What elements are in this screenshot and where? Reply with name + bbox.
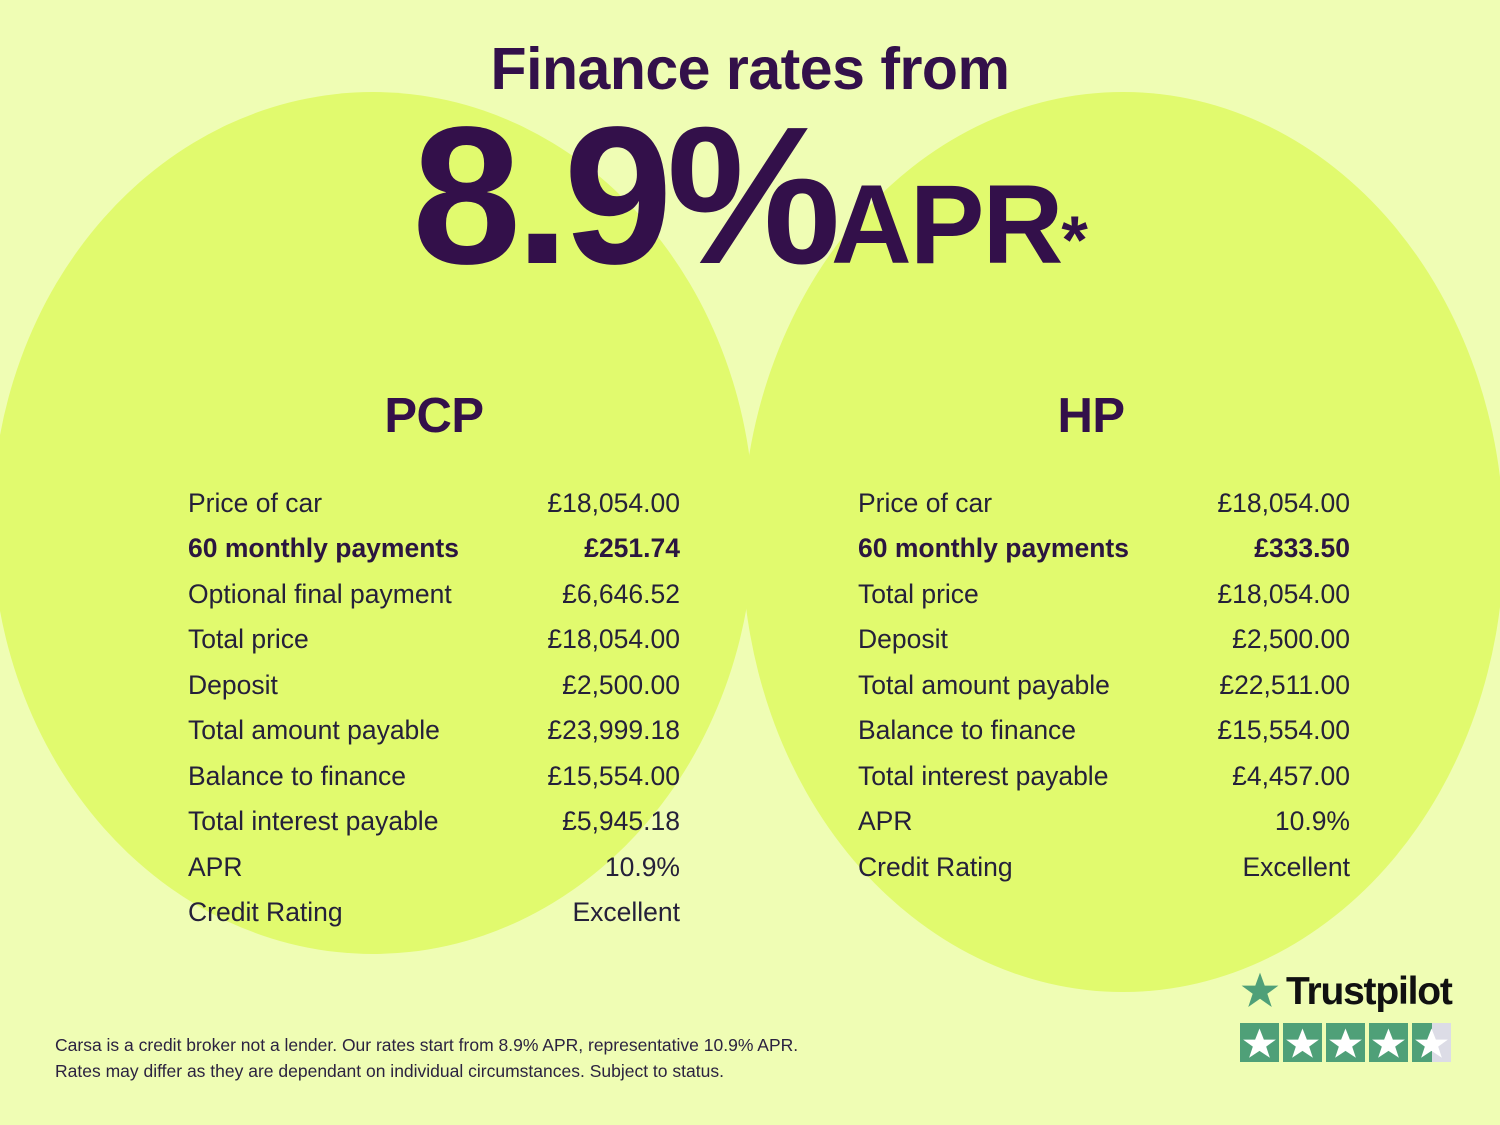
row-value: £18,054.00 [1217, 578, 1350, 609]
row-value: £15,554.00 [547, 760, 680, 791]
table-row: Total price £18,054.00 [188, 617, 680, 663]
row-label: Total interest payable [858, 760, 1109, 791]
table-row: Credit Rating Excellent [858, 844, 1350, 890]
row-value: Excellent [1242, 851, 1350, 882]
table-row: Optional final payment £6,646.52 [188, 571, 680, 617]
row-label: Total price [188, 624, 309, 654]
table-row: Total amount payable £23,999.18 [188, 708, 680, 754]
disclaimer-line-2: Rates may differ as they are dependant o… [55, 1061, 724, 1082]
row-value: £2,500.00 [1232, 624, 1350, 654]
row-value: £2,500.00 [562, 669, 680, 700]
table-title-hp: HP [1057, 389, 1125, 443]
table-row: Balance to finance £15,554.00 [188, 753, 680, 799]
trustpilot-star-icon [1241, 972, 1279, 1007]
table-row: Total interest payable £5,945.18 [188, 799, 680, 845]
row-value: £18,054.00 [547, 624, 680, 654]
row-label: Price of car [188, 487, 323, 518]
row-label: Price of car [858, 487, 993, 518]
star-icon [1286, 1028, 1319, 1058]
row-value: 10.9% [604, 851, 680, 882]
table-row: Total amount payable £22,511.00 [858, 662, 1350, 708]
trustpilot-star-rating [1240, 1023, 1452, 1062]
headline-apr-label: APR [830, 162, 1063, 287]
table-row: APR 10.9% [188, 844, 680, 890]
table-title-pcp: PCP [384, 389, 484, 443]
trustpilot-star [1412, 1023, 1451, 1062]
row-value: £6,646.52 [562, 578, 680, 609]
table-row: APR 10.9% [858, 799, 1350, 845]
table-row: Balance to finance £15,554.00 [858, 708, 1350, 754]
row-label: Deposit [858, 624, 948, 654]
disclaimer-footnote: Carsa is a credit broker not a lender. O… [55, 1032, 855, 1085]
table-rows-hp: Price of car £18,054.00 60 monthly payment… [858, 480, 1350, 890]
row-value: £4,457.00 [1232, 760, 1350, 791]
headline-rate-block: 8.9% APR * [0, 86, 1500, 305]
row-label: 60 monthly payments [188, 533, 459, 563]
background-blob-left [0, 92, 754, 954]
table-row: Deposit £2,500.00 [858, 617, 1350, 663]
headline-asterisk: * [1061, 202, 1088, 278]
row-label: Total price [858, 578, 979, 609]
row-label: Balance to finance [188, 760, 407, 791]
trustpilot-name: Trustpilot [1286, 969, 1453, 1013]
table-row: 60 monthly payments £251.74 [188, 526, 680, 572]
finance-table-pcp: PCP Price of car £18,054.00 60 monthly pay… [0, 388, 750, 935]
row-value: £15,554.00 [1217, 715, 1350, 745]
row-value: £5,945.18 [562, 806, 680, 836]
row-label: Deposit [188, 669, 278, 700]
table-rows-pcp: Price of car £18,054.00 60 monthly payment… [188, 480, 680, 935]
finance-table-hp: HP Price of car £18,054.00 60 monthly paym… [750, 388, 1500, 935]
trustpilot-star [1369, 1023, 1408, 1062]
trustpilot-badge[interactable]: Trustpilot [1240, 968, 1453, 1062]
row-label: APR [858, 806, 913, 836]
table-row: Credit Rating Excellent [188, 890, 680, 936]
background-blob-right [742, 92, 1500, 992]
row-value: £22,511.00 [1219, 669, 1350, 700]
star-icon [1415, 1028, 1448, 1058]
row-value: 10.9% [1274, 806, 1350, 836]
row-value: £23,999.18 [547, 715, 680, 745]
star-icon [1329, 1028, 1362, 1058]
star-icon [1372, 1028, 1405, 1058]
table-row: Deposit £2,500.00 [188, 662, 680, 708]
row-label: Total interest payable [188, 806, 439, 836]
row-label: Optional final payment [188, 578, 452, 609]
trustpilot-star [1283, 1023, 1322, 1062]
row-value: £18,054.00 [1217, 487, 1350, 518]
row-value: Excellent [572, 897, 680, 927]
row-label: Total amount payable [858, 669, 1110, 700]
row-value: £251.74 [584, 533, 680, 563]
headline-rate-value: 8.9% [412, 86, 841, 305]
trustpilot-wordmark: Trustpilot [1240, 968, 1453, 1014]
headline-block: Finance rates from 8.9% APR * [0, 36, 1500, 305]
trustpilot-star [1240, 1023, 1279, 1062]
table-row: 60 monthly payments £333.50 [858, 526, 1350, 572]
row-label: 60 monthly payments [858, 533, 1129, 563]
table-row: Price of car £18,054.00 [188, 480, 680, 526]
finance-tables: PCP Price of car £18,054.00 60 monthly pay… [0, 388, 1500, 935]
headline-subtitle: Finance rates from [490, 36, 1010, 102]
star-icon [1243, 1028, 1276, 1058]
row-value: £18,054.00 [547, 487, 680, 518]
table-row: Total interest payable £4,457.00 [858, 753, 1350, 799]
row-label: Balance to finance [858, 715, 1077, 745]
row-label: APR [188, 851, 243, 882]
row-label: Credit Rating [188, 897, 343, 927]
row-label: Credit Rating [858, 851, 1013, 882]
row-value: £333.50 [1254, 533, 1350, 563]
disclaimer-line-1: Carsa is a credit broker not a lender. O… [55, 1035, 799, 1055]
table-row: Total price £18,054.00 [858, 571, 1350, 617]
trustpilot-star [1326, 1023, 1365, 1062]
table-row: Price of car £18,054.00 [858, 480, 1350, 526]
row-label: Total amount payable [188, 715, 440, 745]
